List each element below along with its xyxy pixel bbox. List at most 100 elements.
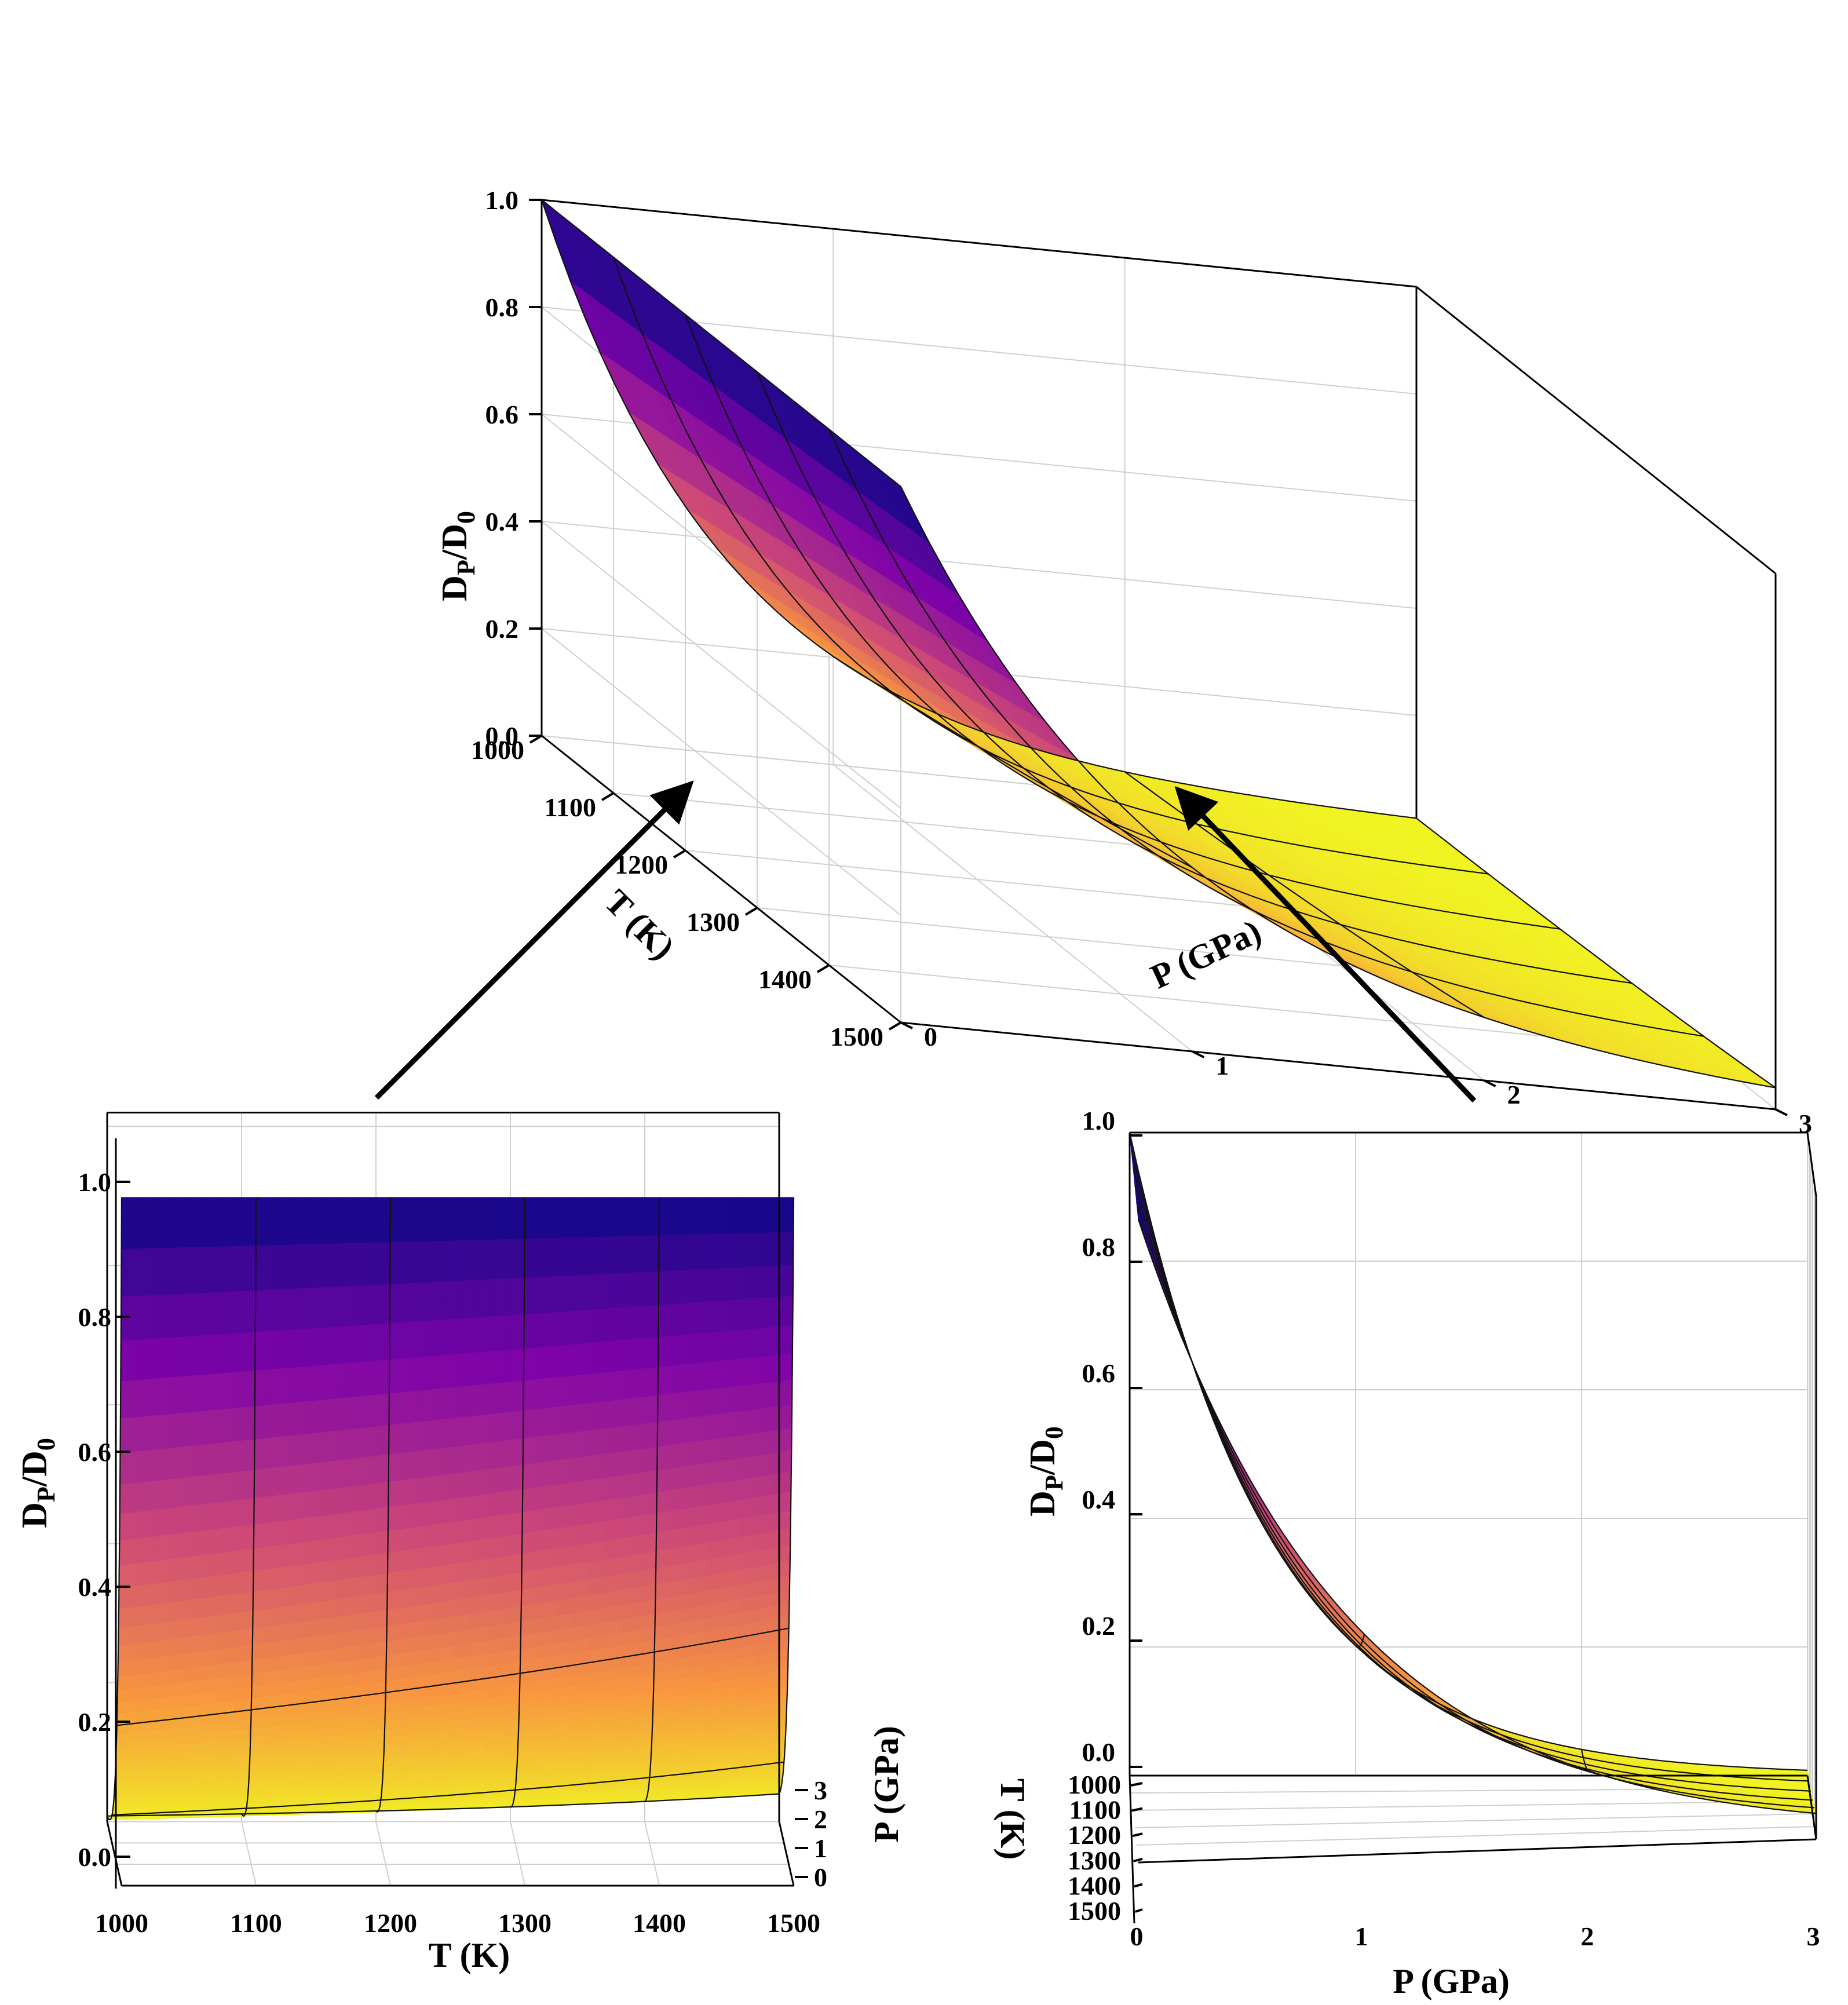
bl-surface-cell (269, 1566, 288, 1590)
bl-surface-cell (640, 1447, 658, 1474)
bl-surface-cell (303, 1562, 322, 1586)
bl-surface-cell (272, 1288, 290, 1332)
bl-surface-cell (742, 1197, 761, 1234)
bl-surface-cell (588, 1540, 607, 1563)
br-y-tick (1134, 1908, 1143, 1913)
bl-surface-cell (505, 1533, 523, 1557)
br-z-tick-label: 0.2 (1082, 1611, 1116, 1641)
bl-surface-cell (439, 1446, 456, 1477)
bl-surface-cell (168, 1637, 186, 1657)
bl-surface-cell (773, 1510, 791, 1532)
bl-surface-cell (170, 1336, 189, 1378)
bl-surface-cell (220, 1441, 239, 1475)
bl-surface-cell (118, 1606, 136, 1629)
bl-surface-cell (322, 1243, 341, 1288)
bl-surface-cell (472, 1414, 491, 1445)
bl-surface-cell (288, 1328, 306, 1369)
bl-surface-cell (154, 1377, 171, 1416)
bl-surface-cell (405, 1421, 423, 1453)
bl-surface-cell (286, 1542, 305, 1568)
bl-surface-cell (202, 1596, 220, 1619)
bl-surface-cell (218, 1662, 236, 1679)
top-z-tick-label: 0.4 (485, 507, 519, 536)
bl-surface-cell (167, 1668, 185, 1685)
bl-surface-cell (271, 1368, 289, 1406)
bl-surface-cell (624, 1197, 643, 1237)
bl-surface-cell (656, 1467, 674, 1493)
bl-surface-cell (540, 1345, 558, 1380)
bl-surface-cell (725, 1299, 743, 1332)
top-mesh-T-line (684, 314, 1561, 930)
bl-surface-cell (740, 1497, 758, 1520)
bl-surface-cell (607, 1370, 625, 1402)
bl-surface-cell (658, 1235, 677, 1272)
bl-surface-cell (675, 1197, 693, 1236)
bl-surface-cell (353, 1612, 371, 1632)
bl-surface-cell (471, 1538, 490, 1562)
bl-surface-cell (339, 1197, 357, 1244)
bl-surface-cell (758, 1381, 776, 1410)
bl-surface-cell (185, 1555, 204, 1581)
bl-surface-cell (337, 1511, 355, 1539)
bl-surface-cell (305, 1365, 323, 1403)
bl-surface-cell (169, 1557, 187, 1583)
bl-surface-cell (557, 1310, 575, 1347)
bl-surface-cell (371, 1507, 389, 1534)
top-mesh-P-line (1416, 817, 1776, 1089)
bl-surface-cell (117, 1660, 136, 1678)
br-grid-line (1133, 1801, 1812, 1811)
bl-surface-cell (556, 1432, 574, 1461)
bl-surface-cell (235, 1660, 253, 1677)
bl-surface-cell (386, 1624, 404, 1642)
bl-surface-cell (707, 1360, 726, 1390)
bl-surface-cell (708, 1197, 727, 1235)
bl-surface-cell (353, 1575, 371, 1598)
bl-surface-cell (320, 1513, 338, 1541)
bl-surface-cell (554, 1564, 573, 1586)
bl-surface-cell (119, 1539, 137, 1566)
bl-surface-cell (439, 1354, 457, 1390)
bl-surface-cell (133, 1699, 152, 1714)
bl-surface-cell (187, 1335, 206, 1377)
bl-surface-cell (171, 1247, 189, 1295)
bl-surface-cell (387, 1550, 406, 1575)
bl-surface-cell (473, 1239, 492, 1281)
bl-surface-cell (154, 1294, 172, 1339)
bl-surface-cell (641, 1336, 659, 1369)
br-gridlines (1129, 1132, 1817, 1863)
bl-surface-cell (742, 1328, 759, 1360)
bl-surface-cell (355, 1427, 373, 1459)
bl-surface-cell (406, 1241, 425, 1284)
bl-surface-cell (167, 1682, 185, 1698)
bl-surface-cell (655, 1529, 674, 1552)
bl-surface-cell (638, 1551, 657, 1572)
bl-surface-cell (591, 1197, 609, 1238)
bl-surface-cell (708, 1268, 726, 1303)
bl-surface-cell (420, 1602, 438, 1623)
bl-surface-cell (658, 1197, 677, 1236)
bl-surface-cell (472, 1442, 490, 1472)
bl-surface-cell (437, 1563, 455, 1586)
bl-surface-cell (573, 1430, 591, 1459)
bl-surface-cell (556, 1458, 574, 1485)
br-ticks: 0.0 0.2 0.4 0.6 0.8 1.0 0 1 2 3 100011001200130014… (1068, 1106, 1820, 1951)
bl-surface-cell (473, 1197, 492, 1241)
bl-surface-cell (572, 1502, 590, 1527)
bl-surface-cell (757, 1430, 776, 1456)
top-grid-line (541, 521, 901, 809)
bl-surface-cell (708, 1331, 726, 1363)
bl-surface-cell (403, 1587, 422, 1609)
bl-surface-cell (672, 1527, 691, 1549)
bl-surface-cell (202, 1553, 221, 1579)
bl-surface-cell (338, 1429, 356, 1462)
bl-surface-cell (489, 1440, 507, 1470)
bl-surface-cell (218, 1613, 237, 1634)
bl-surface-cell (320, 1560, 338, 1584)
bl-surface-cell (757, 1494, 775, 1517)
top-y-tick (1775, 1108, 1788, 1116)
bl-surface-cell (507, 1197, 525, 1240)
bl-y-tick-label: 2 (814, 1805, 827, 1834)
bl-surface-cell (287, 1401, 306, 1437)
bl-surface-cell (440, 1281, 458, 1321)
bl-surface-cell (706, 1502, 725, 1525)
